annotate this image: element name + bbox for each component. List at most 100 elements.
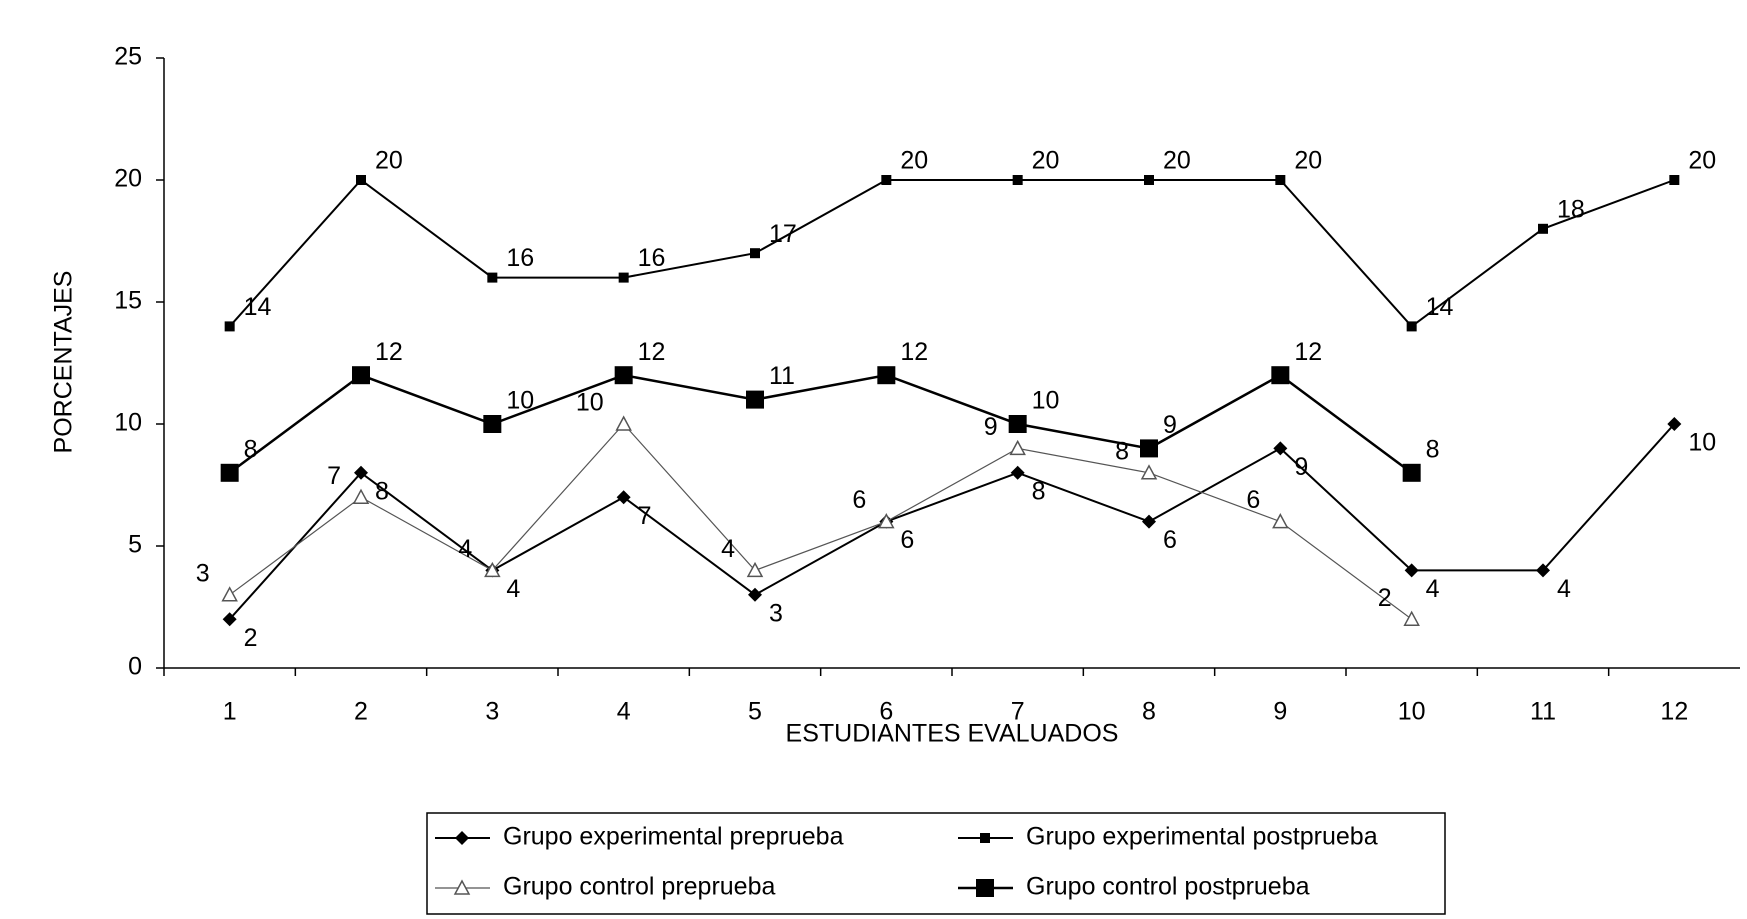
data-label: 14 [1426, 293, 1454, 321]
marker [483, 415, 502, 433]
y-tick-label: 5 [128, 531, 142, 559]
data-label: 6 [852, 486, 866, 514]
data-label: 20 [1163, 147, 1191, 175]
x-tick-label: 9 [1273, 698, 1287, 726]
marker [615, 415, 632, 431]
data-label: 4 [721, 535, 735, 563]
x-tick-label: 11 [1530, 698, 1556, 726]
marker [748, 587, 762, 602]
data-label: 3 [769, 599, 783, 627]
data-label: 4 [458, 535, 472, 563]
marker [878, 513, 895, 529]
data-label: 4 [1557, 575, 1571, 603]
x-tick-label: 8 [1142, 698, 1156, 726]
marker [1406, 321, 1417, 332]
marker [618, 272, 629, 283]
y-tick-label: 0 [128, 653, 142, 681]
data-label: 6 [900, 526, 914, 554]
data-label: 8 [1032, 477, 1046, 505]
marker [352, 366, 370, 385]
marker [1272, 513, 1289, 529]
series-line [228, 373, 1413, 474]
x-tick-label: 2 [354, 698, 368, 726]
marker [1140, 464, 1158, 480]
data-label: 8 [244, 435, 258, 463]
legend-label: Grupo experimental postprueba [1026, 823, 1378, 851]
x-tick-label: 3 [485, 698, 499, 726]
data-label: 6 [1246, 486, 1260, 514]
data-label: 9 [1294, 453, 1308, 481]
x-tick-label: 10 [1398, 698, 1426, 726]
marker [1009, 439, 1026, 456]
marker [1144, 175, 1154, 185]
data-label: 20 [900, 147, 928, 175]
x-axis-title: ESTUDIANTES EVALUADOS [786, 720, 1119, 748]
series-line [228, 423, 1676, 620]
marker [980, 833, 990, 843]
data-label: 16 [506, 244, 534, 272]
marker [750, 248, 760, 259]
series-line [229, 423, 1413, 620]
marker [1140, 439, 1158, 458]
legend-box [426, 812, 1446, 915]
data-label: 10 [1032, 387, 1060, 415]
data-label: 2 [1378, 584, 1392, 612]
data-label: 10 [1688, 429, 1716, 457]
data-label: 12 [900, 338, 928, 366]
y-axis-title: PORCENTAJES [50, 271, 78, 454]
data-label: 11 [769, 362, 795, 390]
marker [1142, 514, 1156, 529]
y-tick-label: 10 [114, 409, 142, 437]
data-label: 9 [984, 413, 998, 441]
marker [1404, 563, 1419, 578]
data-label: 7 [327, 462, 341, 490]
marker [356, 175, 366, 185]
data-label: 8 [375, 477, 389, 505]
x-tick-label: 4 [617, 698, 631, 726]
data-label: 10 [506, 387, 534, 415]
data-label: 12 [375, 338, 403, 366]
marker [221, 586, 238, 602]
data-label: 20 [1032, 147, 1060, 175]
data-label: 20 [375, 147, 403, 175]
marker [746, 390, 764, 409]
data-label: 18 [1557, 195, 1585, 223]
marker [1403, 610, 1420, 626]
marker [1008, 415, 1027, 433]
legend-label: Grupo control preprueba [503, 873, 775, 901]
x-tick-label: 12 [1660, 698, 1688, 726]
series-line [228, 178, 1675, 328]
marker [354, 465, 368, 480]
marker [455, 831, 469, 845]
marker [616, 490, 631, 505]
marker [487, 272, 498, 283]
marker [976, 879, 994, 897]
data-label: 4 [506, 575, 520, 603]
marker [1667, 417, 1682, 431]
marker [1012, 175, 1023, 185]
marker [1538, 223, 1548, 234]
legend-label: Grupo control postprueba [1026, 873, 1310, 901]
data-label: 17 [769, 220, 797, 248]
legend-label: Grupo experimental preprueba [503, 823, 844, 851]
marker [484, 561, 501, 578]
data-label: 16 [638, 244, 666, 272]
data-label: 12 [638, 338, 666, 366]
y-tick-label: 15 [114, 287, 142, 315]
data-label: 7 [638, 502, 652, 530]
marker [1275, 175, 1286, 185]
data-label: 20 [1688, 147, 1716, 175]
x-tick-label: 5 [748, 698, 762, 726]
data-label: 2 [244, 624, 258, 652]
y-tick-label: 25 [114, 43, 142, 71]
data-label: 9 [1163, 411, 1177, 439]
x-tick-label: 7 [1011, 698, 1025, 726]
marker [877, 366, 896, 385]
marker [1010, 465, 1025, 480]
marker [224, 321, 235, 332]
data-label: 10 [576, 389, 604, 417]
marker [220, 463, 239, 482]
marker [1273, 441, 1288, 456]
marker [746, 561, 764, 578]
marker [1536, 563, 1550, 578]
